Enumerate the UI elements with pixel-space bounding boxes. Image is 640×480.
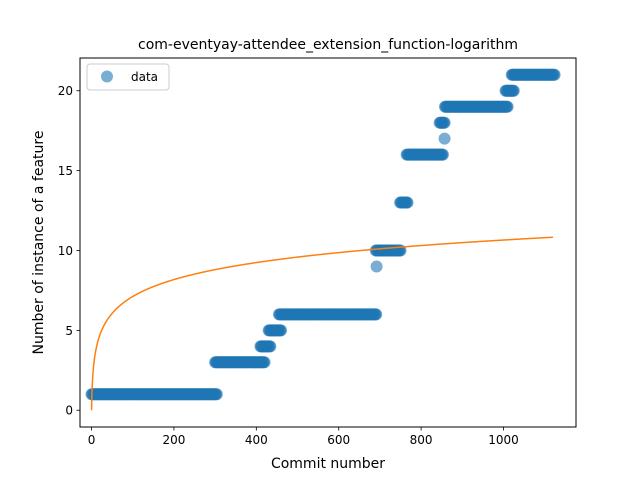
- data-point: [264, 340, 276, 352]
- x-axis-label: Commit number: [271, 456, 385, 472]
- legend-marker-data: [101, 71, 113, 83]
- x-tick-label: 400: [245, 433, 268, 447]
- data-point: [211, 388, 223, 400]
- y-tick-label: 0: [65, 404, 73, 418]
- x-tick-label: 200: [162, 433, 185, 447]
- data-point: [370, 308, 382, 320]
- x-tick-label: 0: [88, 433, 96, 447]
- legend-label-data: data: [131, 70, 158, 84]
- data-point: [439, 133, 451, 145]
- x-tick-label: 800: [410, 433, 433, 447]
- y-tick-label: 15: [58, 164, 73, 178]
- y-tick-label: 10: [58, 244, 73, 258]
- data-point: [371, 260, 383, 272]
- y-tick-label: 5: [65, 324, 73, 338]
- x-tick-label: 1000: [488, 433, 519, 447]
- data-point: [259, 356, 271, 368]
- y-tick-label: 20: [58, 84, 73, 98]
- data-point: [439, 117, 451, 129]
- data-point: [402, 197, 414, 209]
- data-point: [275, 324, 287, 336]
- data-point: [437, 149, 449, 161]
- y-axis-label: Number of instance of a feature: [31, 131, 47, 355]
- data-point: [508, 85, 520, 97]
- data-point: [502, 101, 514, 113]
- chart-title: com-eventyay-attendee_extension_function…: [138, 37, 518, 53]
- x-tick-label: 600: [327, 433, 350, 447]
- legend: data: [87, 64, 169, 90]
- data-point: [549, 69, 561, 81]
